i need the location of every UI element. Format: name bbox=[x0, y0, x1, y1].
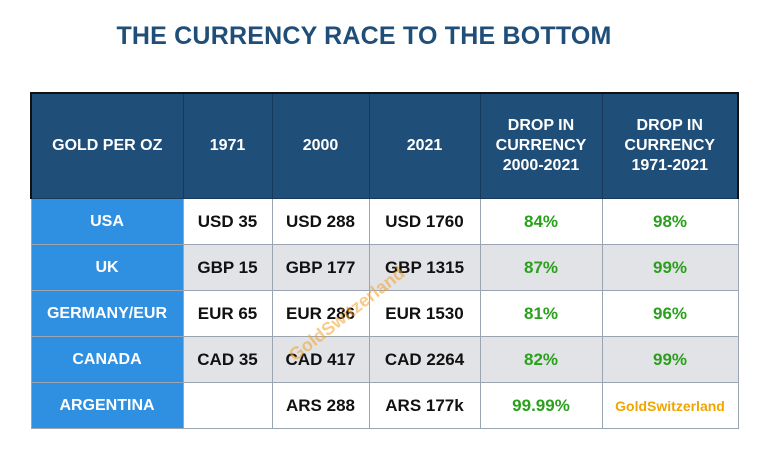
value-1971-cell: CAD 35 bbox=[182, 336, 273, 383]
value-1971-cell: EUR 65 bbox=[182, 290, 273, 337]
drop-1971-2021-cell: 98% bbox=[601, 198, 739, 245]
value-2000-cell: USD 288 bbox=[271, 198, 370, 245]
table-row: CANADA CAD 35 CAD 417 CAD 2264 82% 99% bbox=[30, 336, 739, 383]
country-cell: USA bbox=[30, 198, 184, 245]
table-row: USA USD 35 USD 288 USD 1760 84% 98% bbox=[30, 198, 739, 245]
value-1971-cell: USD 35 bbox=[182, 198, 273, 245]
value-2021-cell: GBP 1315 bbox=[368, 244, 481, 291]
drop-1971-2021-cell: 99% bbox=[601, 336, 739, 383]
table-row: GERMANY/EUR EUR 65 EUR 286 EUR 1530 81% … bbox=[30, 290, 739, 337]
country-cell: UK bbox=[30, 244, 184, 291]
table-header-row: GOLD PER OZ 1971 2000 2021 DROP IN CURREN… bbox=[30, 92, 739, 199]
value-2000-cell: GBP 177 bbox=[271, 244, 370, 291]
country-cell: CANADA bbox=[30, 336, 184, 383]
header-gold-per-oz: GOLD PER OZ bbox=[30, 92, 184, 199]
drop-2000-2021-cell: 82% bbox=[479, 336, 603, 383]
drop-2000-2021-cell: 87% bbox=[479, 244, 603, 291]
header-drop-2000-2021: DROP IN CURRENCY 2000-2021 bbox=[479, 92, 603, 199]
currency-table: GOLD PER OZ 1971 2000 2021 DROP IN CURREN… bbox=[30, 92, 739, 429]
table-row: ARGENTINA ARS 288 ARS 177k 99.99% GoldSw… bbox=[30, 382, 739, 429]
value-2021-cell: EUR 1530 bbox=[368, 290, 481, 337]
value-2021-cell: USD 1760 bbox=[368, 198, 481, 245]
value-1971-cell: GBP 15 bbox=[182, 244, 273, 291]
value-2000-cell: ARS 288 bbox=[271, 382, 370, 429]
drop-1971-2021-cell: 96% bbox=[601, 290, 739, 337]
drop-2000-2021-cell: 81% bbox=[479, 290, 603, 337]
value-2000-cell: CAD 417 bbox=[271, 336, 370, 383]
header-2021: 2021 bbox=[368, 92, 481, 199]
country-cell: GERMANY/EUR bbox=[30, 290, 184, 337]
value-2021-cell: CAD 2264 bbox=[368, 336, 481, 383]
value-2000-cell: EUR 286 bbox=[271, 290, 370, 337]
header-2000: 2000 bbox=[271, 92, 370, 199]
page-title: THE CURRENCY RACE TO THE BOTTOM bbox=[116, 22, 612, 50]
drop-1971-2021-cell: 99% bbox=[601, 244, 739, 291]
drop-2000-2021-cell: 84% bbox=[479, 198, 603, 245]
drop-2000-2021-cell: 99.99% bbox=[479, 382, 603, 429]
header-drop-1971-2021: DROP IN CURRENCY 1971-2021 bbox=[601, 92, 739, 199]
value-1971-cell bbox=[182, 382, 273, 429]
brand-cell: GoldSwitzerland bbox=[601, 382, 739, 429]
header-1971: 1971 bbox=[182, 92, 273, 199]
country-cell: ARGENTINA bbox=[30, 382, 184, 429]
value-2021-cell: ARS 177k bbox=[368, 382, 481, 429]
table-row: UK GBP 15 GBP 177 GBP 1315 87% 99% bbox=[30, 244, 739, 291]
